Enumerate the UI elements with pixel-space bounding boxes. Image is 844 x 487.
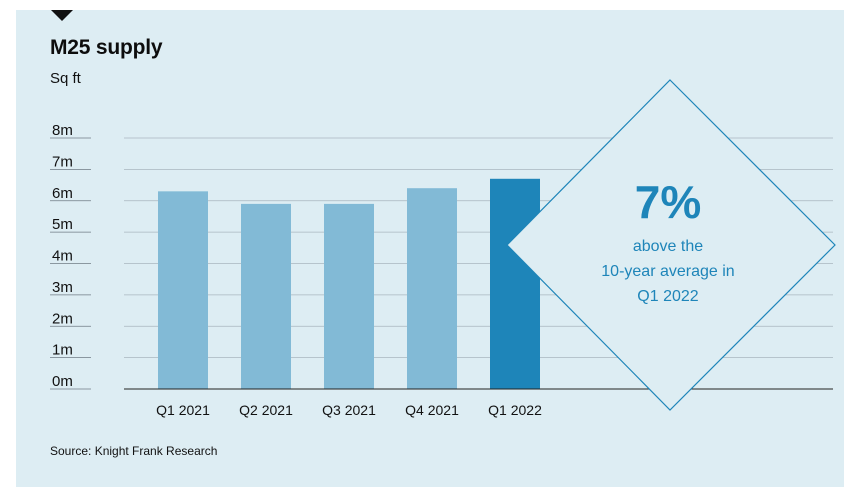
x-tick-label: Q4 2021 [405, 402, 459, 418]
bar [490, 178, 540, 389]
y-tick-label: 3m [52, 279, 73, 296]
triangle-marker-icon [51, 10, 73, 21]
y-tick-label: 6m [52, 185, 73, 202]
x-axis-ticks: Q1 2021 Q2 2021 Q3 2021 Q4 2021 Q1 2022 [156, 402, 542, 418]
source-note: Source: Knight Frank Research [50, 444, 218, 458]
y-tick-label: 0m [52, 373, 73, 390]
callout-line-3: Q1 2022 [637, 288, 698, 305]
x-tick-label: Q2 2021 [239, 402, 293, 418]
x-tick-label: Q3 2021 [322, 402, 376, 418]
y-tick-label: 8m [52, 122, 73, 139]
x-tick-label: Q1 2021 [156, 402, 210, 418]
callout: 7% above the 10-year average in Q1 2022 [506, 79, 836, 411]
callout-value: 7% [635, 176, 701, 228]
callout-diamond [506, 79, 836, 411]
x-tick-label: Q1 2022 [488, 402, 542, 418]
bar [158, 191, 208, 389]
y-tick-label: 7m [52, 153, 73, 170]
y-tick-label: 4m [52, 248, 73, 265]
y-tick-label: 2m [52, 310, 73, 327]
chart-title: M25 supply [50, 36, 163, 59]
y-tick-label: 1m [52, 342, 73, 359]
bars [158, 178, 540, 389]
y-axis-ticks: 0m 1m 2m 3m 4m 5m 6m 7m 8m [50, 122, 91, 390]
y-tick-label: 5m [52, 216, 73, 233]
unit-label: Sq ft [50, 70, 81, 87]
bar [407, 188, 457, 389]
bar [324, 203, 374, 389]
callout-line-1: above the [633, 238, 703, 255]
callout-line-2: 10-year average in [601, 263, 734, 280]
bar [241, 203, 291, 389]
